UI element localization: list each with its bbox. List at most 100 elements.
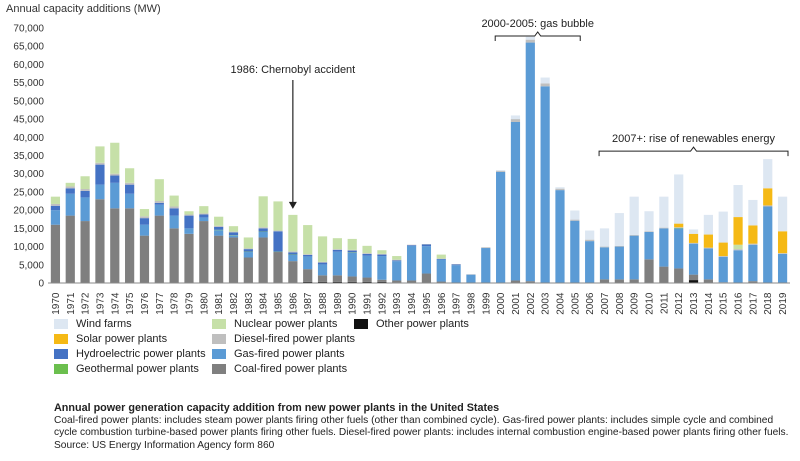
bar-segment bbox=[214, 235, 224, 283]
bar-segment bbox=[599, 246, 610, 248]
x-tick-label: 1994 bbox=[407, 292, 418, 315]
bar-segment bbox=[421, 273, 432, 283]
bar-segment bbox=[540, 86, 550, 283]
x-tick-label: 1970 bbox=[51, 292, 62, 315]
bar-segment bbox=[258, 228, 268, 232]
bar-segment bbox=[703, 247, 713, 249]
bar-segment bbox=[496, 170, 506, 171]
x-tick-label: 2008 bbox=[615, 292, 626, 315]
bar-segment bbox=[674, 223, 684, 228]
bar-segment bbox=[585, 239, 595, 242]
bar-segment bbox=[95, 184, 105, 200]
bar-segment bbox=[763, 188, 773, 206]
bar-segment bbox=[629, 235, 639, 280]
bar-segment bbox=[332, 249, 342, 250]
bar-segment bbox=[228, 235, 239, 238]
x-tick-label: 1998 bbox=[466, 292, 477, 315]
x-tick-label: 1978 bbox=[170, 292, 181, 315]
bar-segment bbox=[125, 193, 135, 209]
x-tick-label: 1982 bbox=[229, 292, 240, 315]
bar-segment bbox=[332, 249, 342, 252]
bar-segment bbox=[273, 252, 283, 283]
bar-segment bbox=[392, 259, 402, 261]
capacity-additions-chart: Annual capacity additions (MW) 0 5,000 10,… bbox=[6, 3, 790, 315]
y-tick-label: 45,000 bbox=[13, 115, 44, 126]
bar-segment bbox=[347, 238, 357, 250]
bar-segment bbox=[703, 214, 713, 235]
bar-segment bbox=[436, 281, 446, 283]
y-axis-label: Annual capacity additions (MW) bbox=[6, 3, 161, 15]
bar-segment bbox=[748, 243, 758, 245]
bar-segment bbox=[629, 279, 639, 283]
bar-segment bbox=[555, 188, 565, 191]
legend-swatch bbox=[212, 334, 226, 344]
bar-segment bbox=[659, 228, 669, 267]
bar-segment bbox=[243, 237, 253, 249]
bar-segment bbox=[763, 205, 773, 207]
bar-segment bbox=[377, 279, 387, 282]
bar-segment bbox=[451, 264, 461, 266]
bar-segment bbox=[674, 268, 684, 283]
bar-segment bbox=[525, 42, 535, 282]
bar-segment bbox=[614, 246, 624, 280]
bar-segment bbox=[674, 227, 684, 228]
bar-segment bbox=[214, 226, 224, 230]
bar-segment bbox=[184, 211, 194, 215]
x-tick-label: 1991 bbox=[363, 292, 374, 315]
bar-segment bbox=[95, 199, 105, 283]
bar-segment bbox=[50, 224, 61, 283]
bar-segment bbox=[688, 280, 699, 283]
x-tick-label: 1990 bbox=[348, 292, 359, 315]
bar-segment bbox=[139, 216, 150, 219]
bar-segment bbox=[510, 119, 521, 122]
bar-segment bbox=[540, 83, 550, 87]
x-tick-label: 1975 bbox=[125, 292, 136, 315]
bar-segment bbox=[110, 142, 120, 174]
bar-segment bbox=[110, 182, 120, 209]
x-tick-label: 1985 bbox=[274, 292, 285, 315]
bar-segment bbox=[644, 232, 654, 260]
bar-segment bbox=[80, 190, 90, 198]
legend-item-hydro: Hydroelectric power plants bbox=[54, 348, 206, 360]
bar-segment bbox=[65, 215, 75, 283]
bar-segment bbox=[139, 218, 150, 225]
legend-item-coal: Coal-fired power plants bbox=[212, 363, 347, 375]
bar-segment bbox=[585, 230, 595, 240]
bar-segment bbox=[243, 257, 253, 283]
legend-item-diesel: Diesel-fired power plants bbox=[212, 333, 355, 345]
bar-segment bbox=[347, 250, 357, 253]
bar-segment bbox=[510, 121, 521, 281]
bar-segment bbox=[65, 188, 75, 194]
bar-segment bbox=[214, 225, 224, 227]
bar-segment bbox=[674, 228, 684, 269]
x-tick-label: 1996 bbox=[437, 292, 448, 315]
bar-segment bbox=[421, 246, 432, 274]
bar-segment bbox=[243, 249, 253, 252]
bar-segment bbox=[406, 245, 417, 281]
legend-swatch bbox=[212, 349, 226, 359]
bar-segment bbox=[629, 234, 639, 236]
bar-segment bbox=[733, 185, 743, 218]
bar-segment bbox=[718, 256, 728, 283]
bar-segment bbox=[184, 228, 194, 234]
bar-segment bbox=[332, 251, 342, 276]
bar-segment bbox=[777, 231, 788, 254]
bar-segment bbox=[317, 275, 328, 282]
y-tick-label: 35,000 bbox=[13, 151, 44, 162]
bar-segment bbox=[347, 252, 357, 277]
bar-segment bbox=[110, 208, 120, 283]
x-tick-label: 2019 bbox=[778, 292, 789, 315]
bar-segment bbox=[258, 232, 268, 238]
bar-segment bbox=[184, 233, 194, 283]
bar-segment bbox=[317, 264, 328, 276]
bar-segment bbox=[169, 215, 179, 229]
bar-segment bbox=[169, 195, 179, 207]
bar-segment bbox=[50, 203, 61, 206]
bar-segment bbox=[733, 249, 743, 251]
bar-segment bbox=[288, 252, 298, 255]
bar-segment bbox=[377, 256, 387, 280]
bar-segment bbox=[303, 281, 313, 283]
bar-segment bbox=[733, 244, 743, 250]
legend-swatch bbox=[212, 319, 226, 329]
y-tick-label: 15,000 bbox=[13, 224, 44, 235]
